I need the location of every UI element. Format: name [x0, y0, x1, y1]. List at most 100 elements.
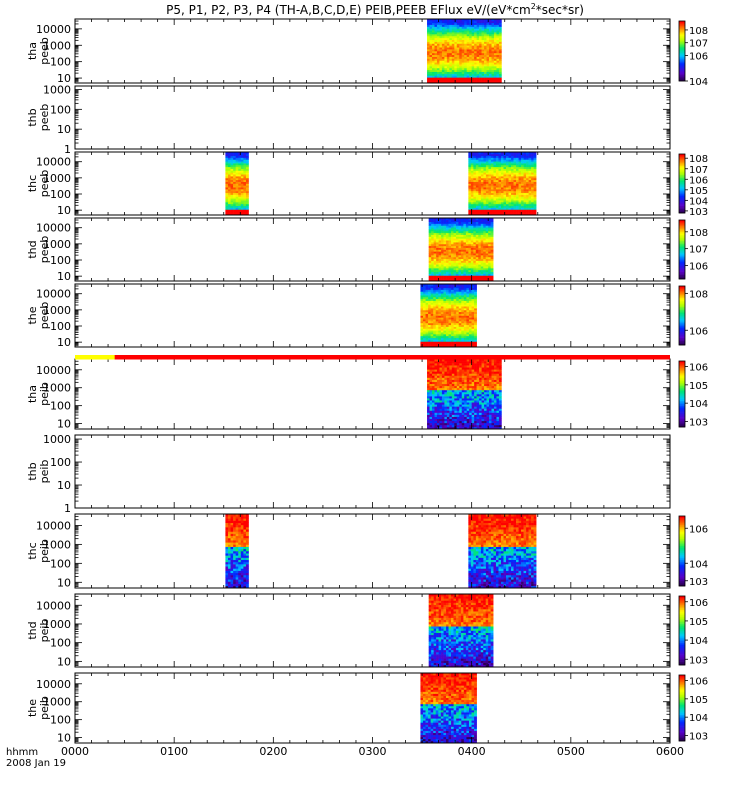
y-axis-probe-label: thb [26, 462, 39, 480]
y-tick-label: 10 [57, 123, 71, 136]
y-tick-label: 10 [57, 336, 71, 349]
colorbar-frame [678, 20, 686, 82]
colorbar-tick-label: 104 [689, 636, 708, 647]
colorbar-tick-label: 107 [689, 245, 708, 256]
y-tick-label: 10000 [36, 23, 71, 36]
colorbar-tick-label: 104 [689, 559, 708, 570]
y-tick-label: 100 [50, 714, 71, 727]
colorbar-tick-label: 106 [689, 326, 708, 337]
y-axis-ticks [74, 283, 671, 348]
colorbar-frame [678, 515, 686, 587]
spectrogram-cells [427, 359, 502, 430]
colorbar-tick-label: 105 [689, 617, 708, 628]
spectrogram-cells [420, 673, 477, 744]
panel-frame [74, 672, 671, 744]
y-tick-label: 10000 [36, 222, 71, 235]
y-tick-label: 10 [57, 72, 71, 85]
y-axis-ticks [74, 672, 671, 744]
y-tick-label: 10000 [36, 288, 71, 301]
panel-thd-peeb: 10 100 1000 10000 thd peeb 106 107 108 [26, 217, 708, 283]
spectrogram-cells [225, 152, 537, 216]
y-tick-label: 10 [57, 270, 71, 283]
panel-frame [74, 151, 671, 216]
colorbar-tick-label: 103 [689, 418, 708, 429]
y-tick-label: 100 [50, 456, 71, 469]
y-axis-ticks [74, 151, 671, 216]
x-tick-label: 0500 [557, 745, 585, 758]
colorbar-tick-label: 106 [689, 677, 708, 688]
y-axis-product-label: peib [38, 619, 51, 643]
y-tick-label: 1000 [43, 172, 71, 185]
y-axis-product-label: peeb [38, 236, 51, 264]
colorbar-tick-label: 105 [689, 695, 708, 706]
colorbar-tick-label: 106 [689, 524, 708, 535]
y-axis-probe-label: thb [26, 108, 39, 126]
y-axis-probe-label: the [26, 699, 39, 717]
panel-frame [74, 18, 671, 84]
colorbar: 106 108 [678, 285, 708, 346]
colorbar-tick-label: 108 [689, 228, 708, 239]
y-tick-label: 10 [57, 576, 71, 589]
mode-bar-segment [75, 355, 115, 360]
x-tick-label: 0000 [61, 745, 89, 758]
chart-title: P5, P1, P2, P3, P4 (TH-A,B,C,D,E) PEIB,P… [166, 2, 584, 17]
y-tick-label: 1000 [43, 538, 71, 551]
spectrogram-cells [225, 514, 537, 589]
colorbar: 106 107 108 [678, 219, 708, 280]
y-tick-label: 10000 [36, 519, 71, 532]
y-axis-ticks [74, 435, 671, 509]
y-axis-probe-label: the [26, 306, 39, 324]
colorbar-frame [678, 285, 686, 346]
spectrogram-cells [427, 19, 502, 84]
colorbar-tick-label: 107 [689, 165, 708, 176]
panel-frame [74, 513, 671, 589]
colorbar: 103 104 105 106 [678, 674, 708, 743]
colorbar-tick-label: 103 [689, 577, 708, 588]
colorbar: 103 104 106 [678, 515, 708, 588]
y-axis-ticks [74, 18, 671, 84]
y-axis-product-label: peeb [38, 104, 51, 132]
colorbar-tick-label: 104 [689, 196, 708, 207]
colorbar-tick-label: 103 [689, 207, 708, 218]
colorbar-tick-label: 105 [689, 381, 708, 392]
y-tick-label: 1000 [43, 696, 71, 709]
x-axis: 0000 0100 0200 0300 0400 0500 0600 [61, 745, 684, 758]
spectrogram-cells [428, 218, 494, 282]
colorbar-tick-label: 106 [689, 51, 708, 62]
spectrogram-cells [420, 284, 477, 348]
y-tick-label: 100 [50, 320, 71, 333]
date-label: 2008 Jan 19 [6, 758, 66, 769]
y-axis-product-label: peib [38, 539, 51, 563]
y-tick-label: 100 [50, 254, 71, 267]
y-tick-label: 100 [50, 400, 71, 413]
colorbar-tick-label: 104 [689, 713, 708, 724]
x-axis-label: hhmm [6, 747, 38, 758]
panel-frame [74, 283, 671, 348]
panel-frame [74, 593, 671, 668]
colorbar-tick-label: 106 [689, 262, 708, 273]
y-tick-label: 1 [64, 143, 71, 156]
colorbar-tick-label: 106 [689, 175, 708, 186]
y-tick-label: 100 [50, 56, 71, 69]
mode-bar-segment [114, 355, 670, 360]
x-tick-label: 0600 [656, 745, 684, 758]
panel-frame [74, 434, 671, 509]
y-tick-label: 1000 [43, 304, 71, 317]
colorbar-tick-label: 107 [689, 39, 708, 50]
y-axis-product-label: peib [38, 696, 51, 720]
y-tick-label: 10000 [36, 364, 71, 377]
colorbar-frame [678, 153, 686, 214]
y-tick-label: 1000 [43, 618, 71, 631]
colorbar-tick-label: 106 [689, 598, 708, 609]
colorbar: 103 104 105 106 [678, 360, 708, 429]
colorbar-tick-label: 104 [689, 77, 708, 88]
y-tick-label: 10 [57, 479, 71, 492]
panel-tha-peib: 10 100 1000 10000 tha peib 103 104 105 106 [26, 355, 708, 431]
